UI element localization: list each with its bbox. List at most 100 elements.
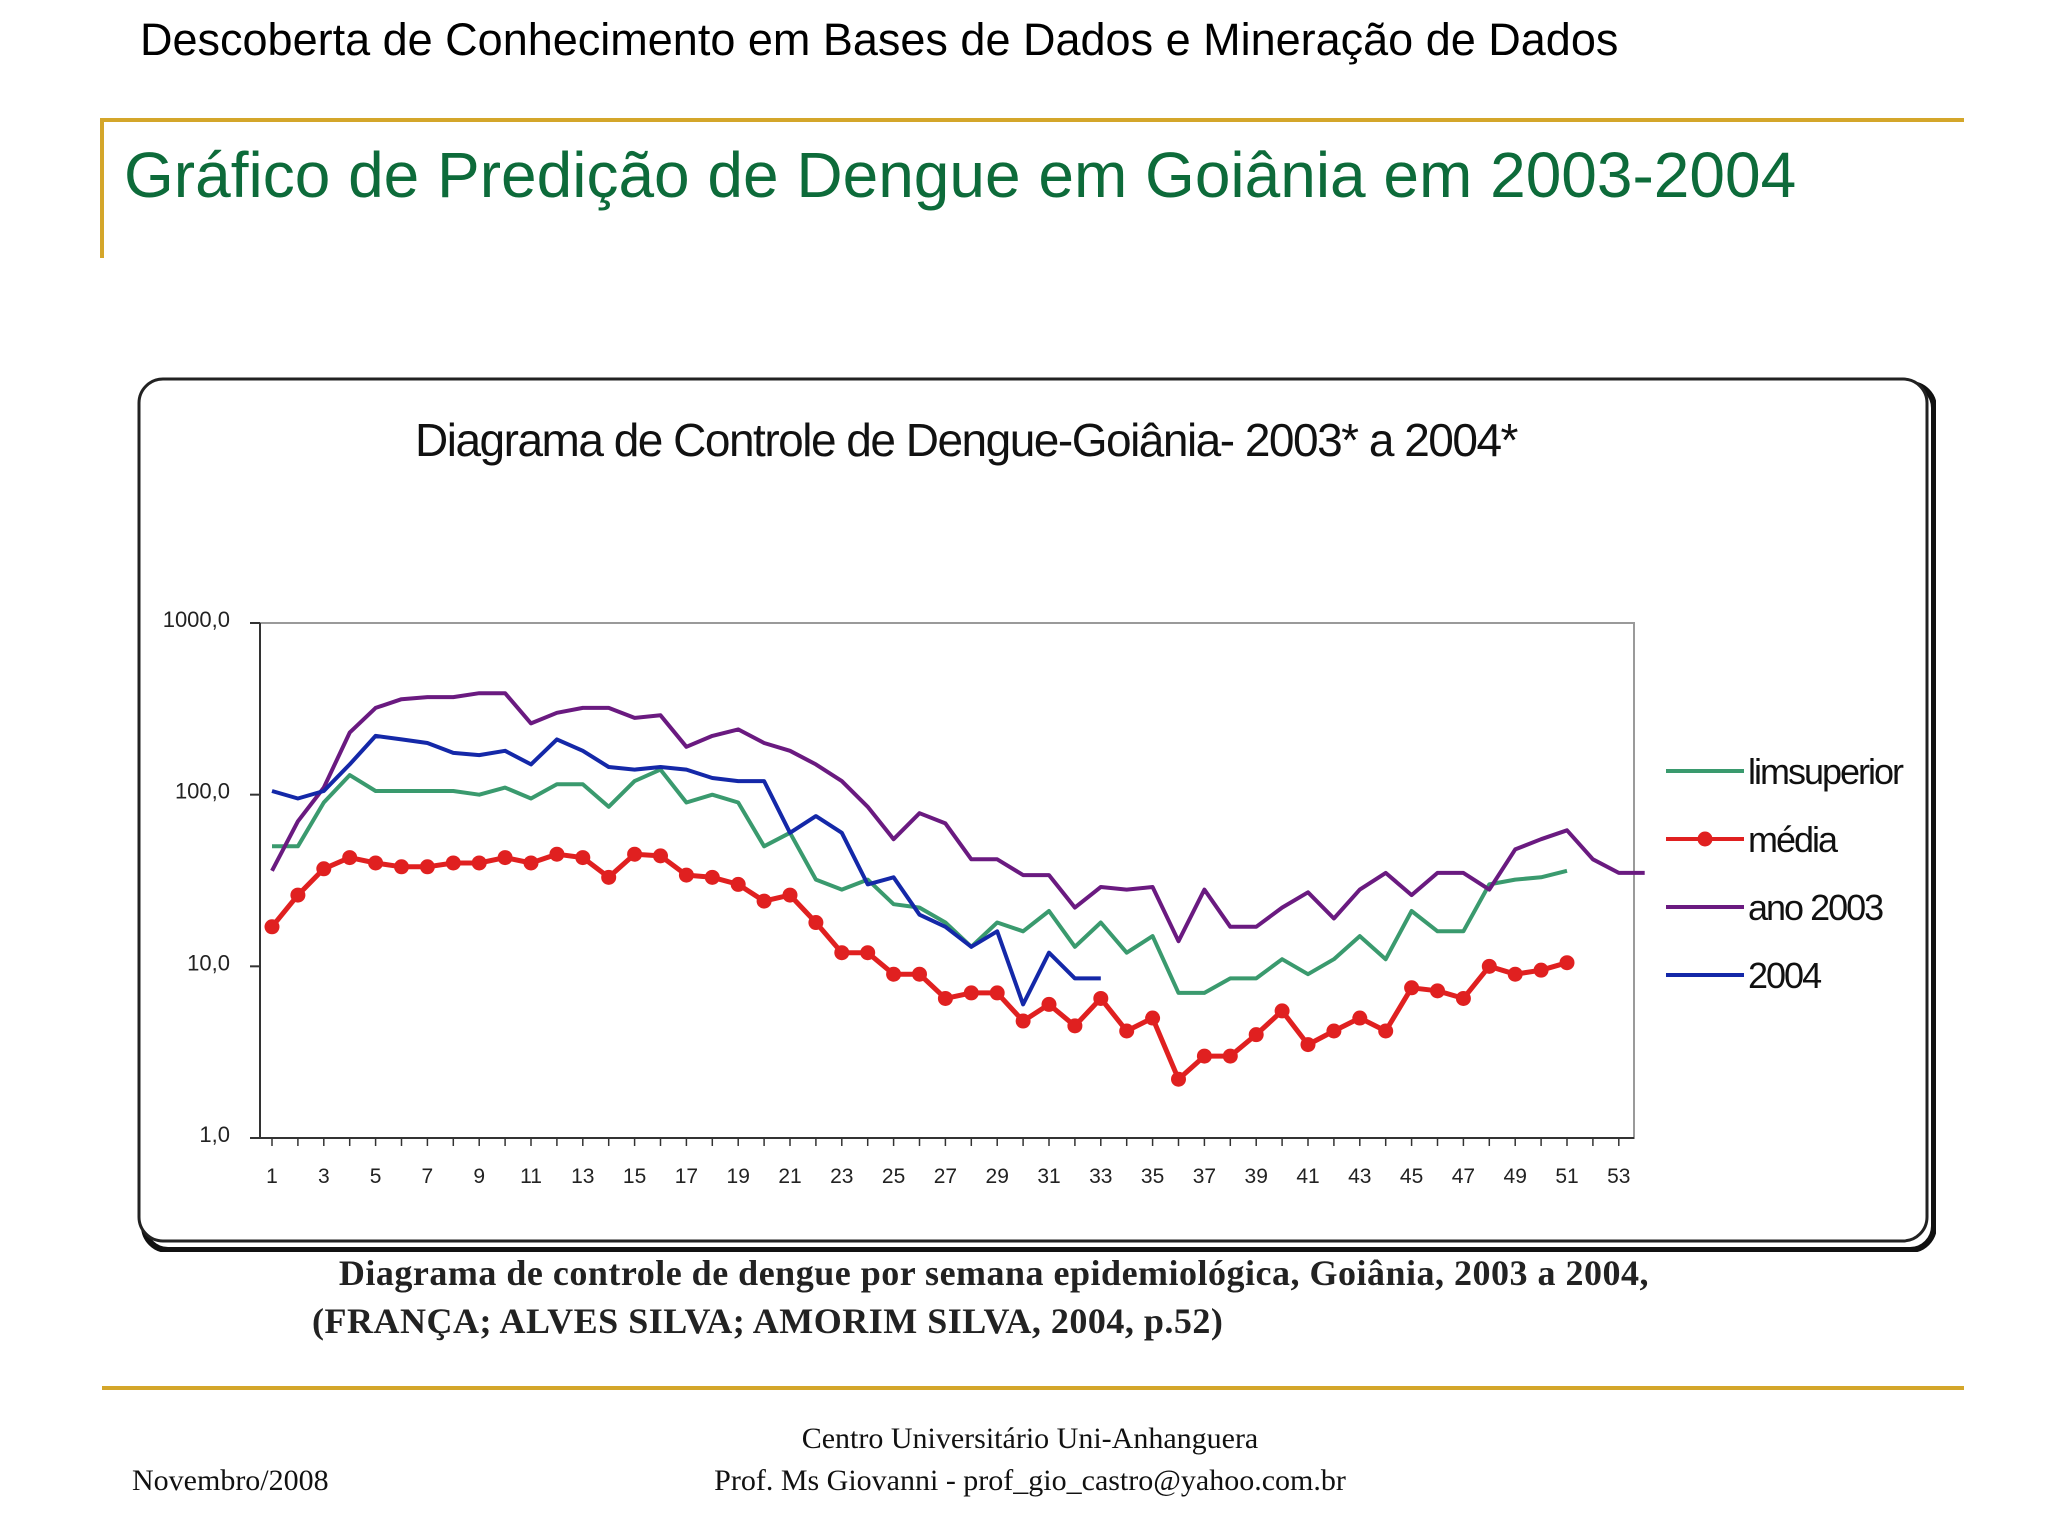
- x-tick-label: 31: [1037, 1165, 1060, 1188]
- x-tick-label: 13: [571, 1165, 594, 1188]
- footer-institution: Centro Universitário Uni-Anhanguera: [801, 1422, 1259, 1455]
- data-point-média: [989, 985, 1005, 1001]
- y-tick-label: 10,0: [187, 950, 230, 975]
- x-tick-label: 39: [1245, 1165, 1268, 1188]
- data-point-média: [756, 893, 772, 909]
- data-point-média: [912, 966, 927, 982]
- x-tick-label: 1: [266, 1165, 278, 1188]
- data-point-média: [1171, 1071, 1186, 1087]
- data-point-média: [678, 867, 694, 883]
- data-point-média: [264, 919, 280, 935]
- x-tick-label: 7: [422, 1165, 434, 1188]
- x-tick-label: 19: [727, 1165, 750, 1188]
- data-point-média: [1559, 955, 1575, 971]
- slide-title: Gráfico de Predição de Dengue em Goiânia…: [124, 139, 1797, 211]
- data-point-média: [575, 850, 591, 866]
- x-tick-label: 25: [882, 1165, 905, 1188]
- x-tick-label: 27: [934, 1165, 957, 1188]
- data-point-média: [653, 848, 668, 864]
- data-point-média: [497, 850, 513, 866]
- dengue-control-chart: Diagrama de Controle de Dengue-Goiânia- …: [137, 377, 1937, 1253]
- data-point-média: [445, 855, 461, 871]
- legend-label-2004: 2004: [1748, 955, 1821, 996]
- figure-caption-line1: Diagrama de controle de dengue por seman…: [338, 1253, 1650, 1293]
- data-point-média: [368, 855, 384, 871]
- data-point-média: [860, 945, 876, 961]
- data-point-média: [730, 876, 746, 892]
- data-point-média: [808, 915, 824, 931]
- x-tick-label: 11: [520, 1165, 542, 1188]
- x-tick-label: 35: [1141, 1165, 1164, 1188]
- x-tick-label: 49: [1504, 1165, 1527, 1188]
- data-point-média: [549, 846, 565, 862]
- x-tick-label: 17: [675, 1165, 698, 1188]
- chart-title: Diagrama de Controle de Dengue-Goiânia- …: [415, 414, 1519, 466]
- data-point-média: [1533, 962, 1549, 978]
- data-point-média: [1481, 958, 1497, 974]
- y-tick-label: 1,0: [199, 1122, 230, 1147]
- footer-author: Prof. Ms Giovanni - prof_gio_castro@yaho…: [714, 1464, 1346, 1497]
- data-point-média: [1119, 1023, 1135, 1039]
- data-point-média: [1041, 996, 1057, 1012]
- data-point-média: [1274, 1003, 1290, 1019]
- x-tick-label: 5: [370, 1165, 382, 1188]
- x-tick-label: 45: [1400, 1165, 1423, 1188]
- x-tick-label: 51: [1555, 1165, 1578, 1188]
- data-point-média: [601, 869, 617, 885]
- x-tick-label: 29: [986, 1165, 1009, 1188]
- plot-area: [259, 622, 1635, 1139]
- footer-divider: [102, 1386, 1964, 1390]
- series-line-ano-2003: [270, 691, 1645, 944]
- data-point-média: [1248, 1027, 1264, 1043]
- data-point-média: [1352, 1010, 1368, 1026]
- x-tick-label: 21: [778, 1165, 801, 1188]
- x-tick-label: 37: [1193, 1165, 1216, 1188]
- data-point-média: [394, 859, 409, 875]
- legend-label-ano-2003: ano 2003: [1748, 887, 1883, 928]
- data-point-média: [1145, 1010, 1161, 1026]
- data-point-média: [627, 846, 643, 862]
- data-point-média: [1507, 966, 1523, 982]
- x-tick-label: 33: [1089, 1165, 1112, 1188]
- data-point-média: [1300, 1037, 1316, 1053]
- data-point-média: [1067, 1018, 1083, 1034]
- legend-label-média: média: [1748, 819, 1839, 860]
- legend-label-limsuperior: limsuperior: [1748, 751, 1904, 792]
- x-tick-label: 53: [1607, 1165, 1630, 1188]
- data-point-média: [834, 945, 850, 961]
- title-accent-bar: [100, 118, 104, 258]
- data-point-média: [523, 855, 539, 871]
- x-tick-label: 3: [318, 1165, 330, 1188]
- data-point-média: [316, 861, 332, 877]
- series-line-2004: [271, 733, 1101, 1007]
- data-point-média: [1222, 1048, 1238, 1064]
- figure-caption-line2: (FRANÇA; ALVES SILVA; AMORIM SILVA, 2004…: [312, 1301, 1224, 1341]
- data-point-média: [1455, 990, 1471, 1006]
- data-point-média: [1430, 983, 1445, 999]
- data-point-média: [886, 966, 902, 982]
- data-point-média: [704, 869, 720, 885]
- data-point-média: [471, 855, 487, 871]
- x-tick-label: 41: [1296, 1165, 1319, 1188]
- x-tick-label: 15: [623, 1165, 646, 1188]
- data-point-média: [963, 985, 979, 1001]
- footer-date: Novembro/2008: [132, 1464, 329, 1497]
- data-point-média: [1196, 1048, 1212, 1064]
- y-tick-label: 100,0: [175, 779, 230, 804]
- data-point-média: [782, 887, 798, 903]
- y-tick-label: 1000,0: [163, 607, 230, 632]
- data-point-média: [1015, 1013, 1031, 1029]
- data-point-média: [1093, 990, 1109, 1006]
- x-tick-label: 9: [473, 1165, 485, 1188]
- course-title: Descoberta de Conhecimento em Bases de D…: [140, 14, 1619, 65]
- x-tick-label: 47: [1452, 1165, 1475, 1188]
- legend-marker-média: [1697, 831, 1713, 847]
- data-point-média: [419, 859, 435, 875]
- data-point-média: [290, 887, 306, 903]
- chart-frame: Diagrama de Controle de Dengue-Goiânia- …: [136, 376, 1937, 1253]
- series-line-limsuperior: [272, 767, 1568, 995]
- header-divider: [102, 118, 1964, 122]
- data-point-média: [342, 850, 358, 866]
- x-tick-label: 43: [1348, 1165, 1371, 1188]
- data-point-média: [937, 990, 953, 1006]
